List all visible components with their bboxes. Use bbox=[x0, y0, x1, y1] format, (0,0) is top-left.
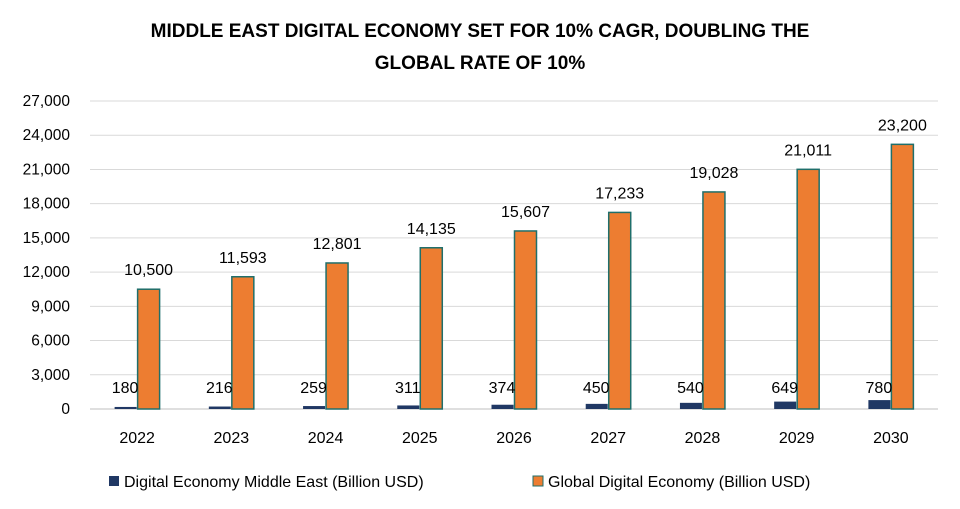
bar-middle-east bbox=[303, 406, 326, 409]
x-tick-label: 2030 bbox=[873, 430, 909, 447]
y-tick-label: 18,000 bbox=[23, 196, 71, 213]
y-tick-label: 6,000 bbox=[31, 333, 70, 350]
x-axis-ticks: 2022 2023 2024 2025 2026 2027 2028 2029 2030 bbox=[119, 430, 908, 447]
bar-global bbox=[607, 211, 632, 410]
x-tick-label: 2029 bbox=[779, 430, 815, 447]
data-label-global: 12,801 bbox=[313, 236, 362, 253]
bar-global bbox=[325, 262, 349, 410]
data-label-middle-east: 780 bbox=[866, 380, 893, 397]
legend-label-global: Global Digital Economy (Billion USD) bbox=[548, 474, 810, 491]
data-label-middle-east: 649 bbox=[771, 380, 798, 397]
bars bbox=[114, 143, 915, 410]
chart-title-line-2: GLOBAL RATE OF 10% bbox=[375, 53, 586, 74]
bar-middle-east bbox=[208, 406, 231, 409]
data-label-middle-east: 259 bbox=[300, 380, 327, 397]
y-tick-label: 21,000 bbox=[23, 161, 71, 178]
bar-middle-east bbox=[679, 402, 702, 409]
data-label-global: 14,135 bbox=[407, 221, 456, 238]
bar-global bbox=[419, 247, 444, 410]
data-labels: 180 10,500 216 11,593 259 12,801 311 14,135 374 1… bbox=[112, 117, 927, 397]
bar-global bbox=[796, 168, 820, 410]
data-label-global: 11,593 bbox=[219, 250, 267, 267]
bar-middle-east bbox=[114, 406, 137, 409]
bar-middle-east bbox=[868, 400, 891, 409]
x-tick-label: 2025 bbox=[402, 430, 438, 447]
y-tick-label: 0 bbox=[61, 401, 70, 418]
bar-middle-east bbox=[585, 403, 608, 409]
y-tick-label: 9,000 bbox=[31, 298, 70, 315]
data-label-middle-east: 216 bbox=[206, 380, 233, 397]
x-tick-label: 2024 bbox=[308, 430, 344, 447]
legend-swatch-middle-east bbox=[109, 476, 119, 486]
data-label-global: 10,500 bbox=[124, 262, 173, 279]
bar-middle-east bbox=[774, 401, 797, 409]
x-tick-label: 2028 bbox=[685, 430, 721, 447]
data-label-global: 15,607 bbox=[501, 204, 550, 221]
data-label-middle-east: 540 bbox=[677, 380, 704, 397]
data-label-middle-east: 180 bbox=[112, 380, 139, 397]
data-label-middle-east: 311 bbox=[395, 380, 421, 397]
x-tick-label: 2023 bbox=[214, 430, 250, 447]
bar-global bbox=[890, 143, 915, 410]
data-label-global: 19,028 bbox=[689, 165, 738, 182]
legend-label-middle-east: Digital Economy Middle East (Billion USD… bbox=[124, 474, 424, 491]
legend-swatch-global bbox=[532, 475, 544, 487]
chart-title-line-1: MIDDLE EAST DIGITAL ECONOMY SET FOR 10% … bbox=[151, 21, 810, 42]
bar-global bbox=[231, 276, 255, 410]
data-label-middle-east: 374 bbox=[489, 380, 516, 397]
legend: Digital Economy Middle East (Billion USD… bbox=[109, 474, 810, 491]
bar-global bbox=[702, 191, 726, 410]
bar-middle-east bbox=[397, 405, 420, 409]
y-tick-label: 24,000 bbox=[23, 127, 71, 144]
x-tick-label: 2027 bbox=[590, 430, 626, 447]
data-label-global: 17,233 bbox=[595, 185, 644, 202]
x-tick-label: 2026 bbox=[496, 430, 532, 447]
data-label-global: 23,200 bbox=[878, 117, 927, 134]
bar-global bbox=[136, 288, 161, 410]
data-label-global: 21,011 bbox=[784, 142, 832, 159]
y-tick-label: 12,000 bbox=[23, 264, 71, 281]
x-tick-label: 2022 bbox=[119, 430, 155, 447]
data-label-middle-east: 450 bbox=[583, 380, 610, 397]
bar-global bbox=[513, 230, 538, 410]
y-tick-label: 15,000 bbox=[23, 230, 71, 247]
y-tick-label: 27,000 bbox=[23, 93, 71, 110]
y-axis-ticks: 0 3,000 6,000 9,000 12,000 15,000 18,000 21,000… bbox=[23, 93, 71, 418]
bar-middle-east bbox=[491, 404, 514, 409]
y-tick-label: 3,000 bbox=[31, 367, 70, 384]
